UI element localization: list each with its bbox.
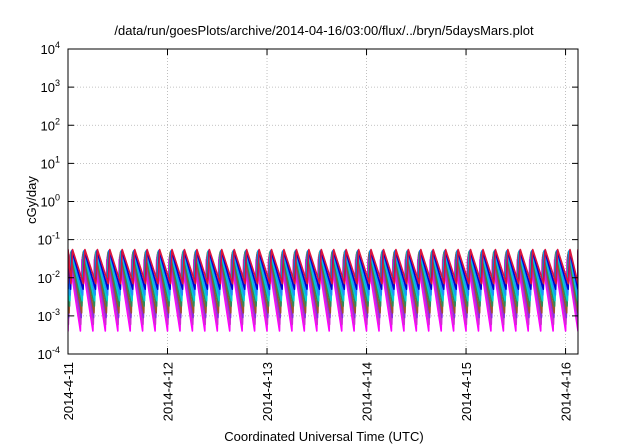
- y-tick-label: 10-1: [38, 231, 60, 248]
- x-tick-label: 2014-4-11: [61, 362, 76, 420]
- x-axis-label: Coordinated Universal Time (UTC): [224, 429, 423, 444]
- x-tick-label: 2014-4-15: [459, 362, 474, 421]
- series-line-8: [68, 248, 578, 285]
- y-tick-label: 104: [41, 40, 60, 57]
- y-tick-label: 103: [41, 78, 60, 95]
- x-tick-label: 2014-4-12: [161, 362, 176, 421]
- x-tick-label: 2014-4-14: [360, 362, 375, 421]
- series-group: [68, 248, 578, 332]
- x-tick-label: 2014-4-13: [260, 362, 275, 421]
- x-axis: 2014-4-11 2014-4-12 2014-4-13 2014-4-14 2014…: [61, 49, 574, 421]
- y-tick-label: 10-2: [38, 269, 60, 286]
- chart-title: /data/run/goesPlots/archive/2014-04-16/0…: [114, 23, 534, 38]
- x-tick-label: 2014-4-16: [559, 362, 574, 421]
- y-axis: 10-4 10-3 10-2 10-1 100 101 102 103 104: [38, 40, 578, 362]
- y-tick-label: 101: [41, 154, 60, 171]
- y-tick-label: 10-3: [38, 307, 60, 324]
- y-axis-label: cGy/day: [24, 176, 39, 224]
- y-tick-label: 100: [41, 193, 60, 210]
- y-tick-label: 102: [41, 116, 60, 133]
- y-tick-label: 10-4: [38, 345, 60, 362]
